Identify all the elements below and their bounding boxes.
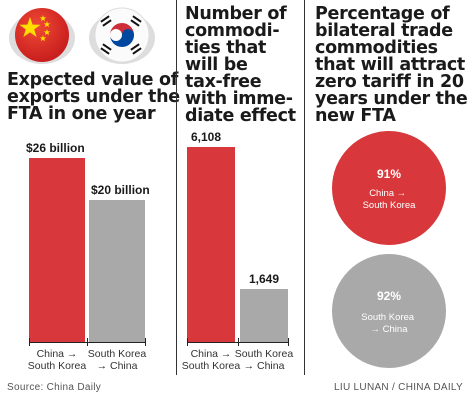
china-flag-icon: [9, 8, 75, 64]
circle-category-line: → China: [371, 324, 409, 335]
circle-korea-to-china: [332, 254, 446, 368]
axis-tick: [145, 338, 146, 346]
value-label-korea-to-china: $20 billion: [91, 183, 150, 198]
axis-tick: [187, 338, 188, 346]
value-label-china-to-korea: 6,108: [191, 130, 222, 144]
category-label-china-to-korea: China → South Korea: [27, 348, 87, 372]
category-label-korea-to-china: South Korea → China: [87, 348, 147, 372]
zero-tariff-panel-title: Percentage of bilateral trade commoditie…: [315, 4, 468, 126]
south-korea-flag-icon: [89, 7, 155, 64]
credit-line: LIU LUNAN / CHINA DAILY: [334, 382, 463, 393]
value-label-korea-to-china: 1,649: [249, 272, 280, 287]
axis-tick: [87, 338, 88, 346]
circle-category-line: South Korea: [361, 312, 415, 323]
bar-korea-to-china: [240, 289, 288, 342]
circle-category-line: South Korea: [363, 200, 417, 211]
category-label-korea-to-china: South Korea → China: [234, 348, 294, 372]
axis-tick: [29, 338, 30, 346]
source-note: Source: China Daily: [7, 382, 102, 393]
circle-category-korea-to-china: South Korea → China: [361, 312, 416, 335]
circle-category-china-to-korea: China → South Korea: [363, 188, 417, 211]
axis-tick: [237, 338, 239, 346]
category-label-china-to-korea: China → South Korea: [181, 348, 241, 372]
bar-china-to-korea: [187, 147, 235, 342]
panel-divider: [176, 0, 177, 375]
circle-category-line: China →: [369, 188, 406, 199]
panel-divider: [304, 0, 305, 375]
bar-china-to-korea: [29, 158, 85, 342]
axis-tick: [288, 338, 289, 346]
circle-value-korea-to-china: 92%: [377, 289, 401, 303]
commodities-panel-title: Number of commodi- ties that will be tax…: [185, 4, 296, 126]
circle-china-to-korea: [332, 131, 446, 245]
exports-panel-title: Expected value of exports under the FTA …: [7, 70, 180, 124]
zero-tariff-chart: 91% China → South Korea 92% South Korea …: [332, 131, 446, 368]
value-label-china-to-korea: $26 billion: [26, 141, 85, 155]
circle-value-china-to-korea: 91%: [377, 167, 401, 181]
bar-korea-to-china: [89, 200, 145, 342]
